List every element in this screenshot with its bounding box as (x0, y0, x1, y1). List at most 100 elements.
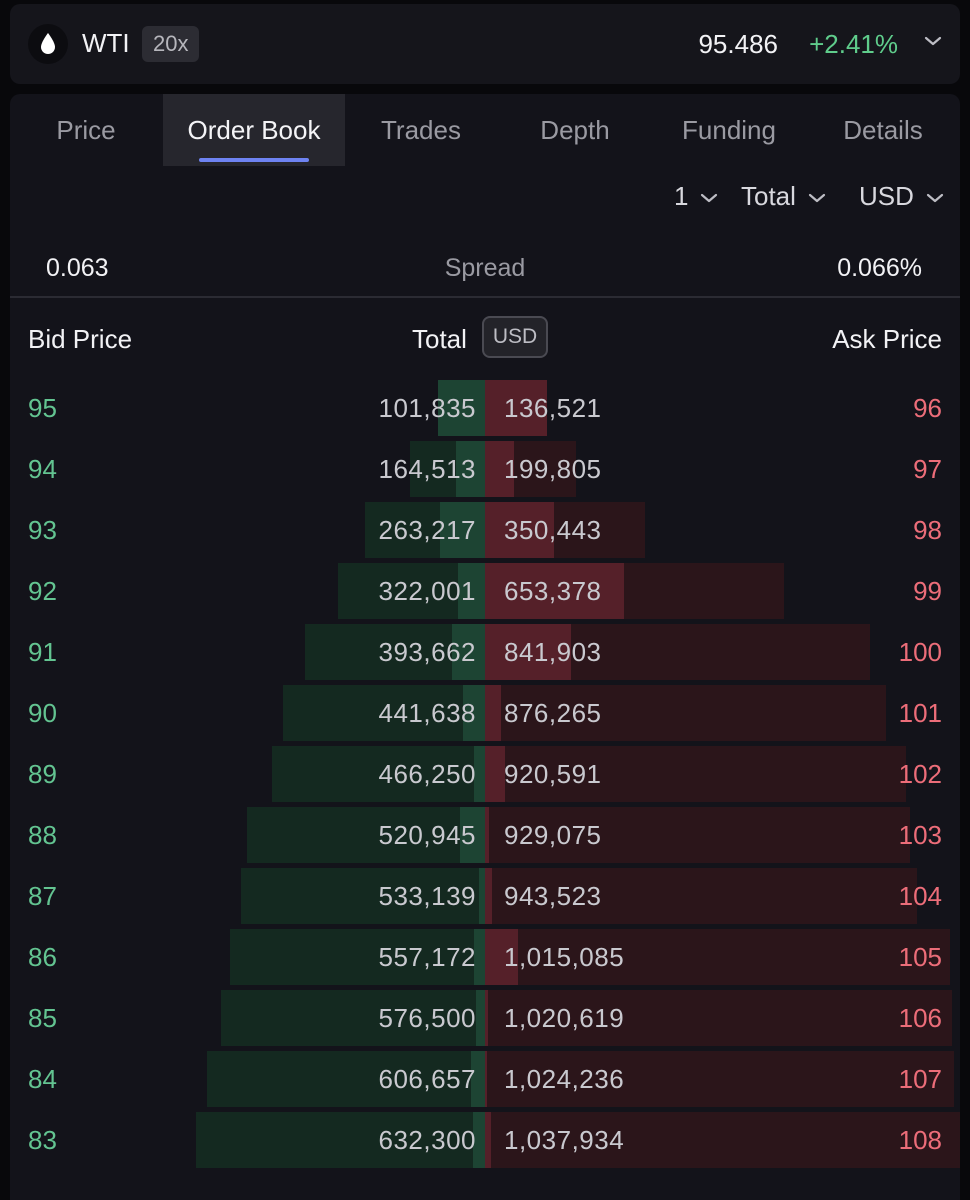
mode-value: Total (741, 181, 796, 211)
currency-select[interactable]: USD (859, 176, 944, 216)
bid-level-bar (463, 685, 485, 741)
order-book-row[interactable]: 94 164,513 199,805 97 (10, 441, 960, 497)
order-book-row[interactable]: 86 557,172 1,015,085 105 (10, 929, 960, 985)
ask-total: 1,015,085 (504, 942, 625, 972)
bid-total: 322,001 (378, 576, 476, 606)
order-book-row[interactable]: 90 441,638 876,265 101 (10, 685, 960, 741)
ask-total: 943,523 (504, 881, 602, 911)
ask-depth-bar (485, 807, 911, 863)
total-header: Total (412, 324, 467, 354)
order-book-row[interactable]: 88 520,945 929,075 103 (10, 807, 960, 863)
ask-level-bar (485, 746, 506, 802)
bid-level-bar (458, 563, 485, 619)
ask-level-bar (485, 868, 492, 924)
last-price: 95.486 (698, 29, 778, 59)
order-book-row[interactable]: 87 533,139 943,523 104 (10, 868, 960, 924)
ask-level-bar (485, 441, 514, 497)
ask-price: 98 (913, 515, 942, 545)
bid-price: 86 (28, 942, 57, 972)
ask-price: 101 (898, 698, 942, 728)
bid-depth-bar (246, 807, 485, 863)
bid-level-bar (474, 929, 485, 985)
bid-price: 90 (28, 698, 57, 728)
order-book-row[interactable]: 93 263,217 350,443 98 (10, 502, 960, 558)
bid-total: 164,513 (378, 454, 476, 484)
ask-depth-bar (485, 685, 886, 741)
bid-price: 83 (28, 1125, 57, 1155)
bid-total: 606,657 (378, 1064, 476, 1094)
grouping-select[interactable]: 1 (674, 176, 718, 216)
bid-total: 557,172 (378, 942, 476, 972)
ask-price: 99 (913, 576, 942, 606)
ask-level-bar (485, 1112, 492, 1168)
bid-total: 441,638 (378, 698, 476, 728)
bid-price-header: Bid Price (28, 324, 133, 354)
tab-label: Price (56, 115, 116, 145)
bid-depth-bar (271, 746, 485, 802)
ask-total: 199,805 (504, 454, 602, 484)
ask-total: 1,020,619 (504, 1003, 625, 1033)
bid-total: 632,300 (378, 1125, 476, 1155)
tab-depth[interactable]: Depth (498, 94, 652, 166)
bid-depth-bar (282, 685, 485, 741)
spread-value: 0.063 (46, 254, 109, 282)
order-book-row[interactable]: 85 576,500 1,020,619 106 (10, 990, 960, 1046)
chevron-down-icon (701, 194, 718, 203)
bid-level-bar (438, 380, 485, 436)
bid-price: 92 (28, 576, 57, 606)
order-book-row[interactable]: 95 101,835 136,521 96 (10, 380, 960, 436)
total-mode-select[interactable]: Total (741, 176, 826, 216)
bid-price: 85 (28, 1003, 57, 1033)
ask-total: 929,075 (504, 820, 602, 850)
order-book-row[interactable]: 83 632,300 1,037,934 108 (10, 1112, 960, 1168)
chevron-down-icon[interactable] (924, 34, 942, 52)
ask-price: 97 (913, 454, 942, 484)
bid-total: 533,139 (378, 881, 476, 911)
tab-label: Funding (682, 115, 776, 145)
tab-details[interactable]: Details (806, 94, 960, 166)
ask-price: 102 (898, 759, 942, 789)
tab-order-book[interactable]: Order Book (163, 94, 345, 166)
spread-percent: 0.066% (837, 254, 922, 282)
bid-level-bar (459, 807, 485, 863)
currency-value: USD (859, 181, 914, 211)
tab-price[interactable]: Price (10, 94, 162, 166)
drop-icon (28, 24, 68, 64)
bid-depth-bar (221, 990, 485, 1046)
bid-price: 89 (28, 759, 57, 789)
bid-level-bar (473, 746, 485, 802)
bid-price: 87 (28, 881, 57, 911)
chevron-down-icon (808, 194, 826, 203)
tab-label: Order Book (187, 115, 321, 145)
bid-total: 393,662 (378, 637, 476, 667)
market-header[interactable]: WTI 20x 95.486 +2.41% (10, 4, 960, 84)
bid-depth-bar (241, 868, 485, 924)
ask-price: 105 (898, 942, 942, 972)
order-book-row[interactable]: 92 322,001 653,378 99 (10, 563, 960, 619)
bid-total: 520,945 (378, 820, 476, 850)
ask-total: 136,521 (504, 393, 602, 423)
ask-depth-bar (485, 868, 917, 924)
ask-total: 841,903 (504, 637, 602, 667)
spread-row: Spread 0.063 0.066% (10, 246, 960, 296)
bid-price: 84 (28, 1064, 57, 1094)
bid-depth-bar (230, 929, 485, 985)
ask-price: 108 (898, 1125, 942, 1155)
ask-price: 96 (913, 393, 942, 423)
ask-level-bar (485, 685, 501, 741)
bid-price: 88 (28, 820, 57, 850)
ask-price: 100 (898, 637, 942, 667)
order-book-row[interactable]: 89 466,250 920,591 102 (10, 746, 960, 802)
tab-funding[interactable]: Funding (652, 94, 806, 166)
spread-label: Spread (444, 254, 526, 282)
ask-level-bar (485, 563, 624, 619)
bid-level-bar (456, 441, 485, 497)
ask-total: 1,037,934 (504, 1125, 625, 1155)
total-unit-toggle[interactable]: USD (482, 316, 548, 358)
bid-level-bar (452, 624, 485, 680)
order-book-row[interactable]: 91 393,662 841,903 100 (10, 624, 960, 680)
ask-level-bar (485, 502, 554, 558)
order-book-row[interactable]: 84 606,657 1,024,236 107 (10, 1051, 960, 1107)
tab-trades[interactable]: Trades (345, 94, 497, 166)
bid-level-bar (471, 1051, 485, 1107)
